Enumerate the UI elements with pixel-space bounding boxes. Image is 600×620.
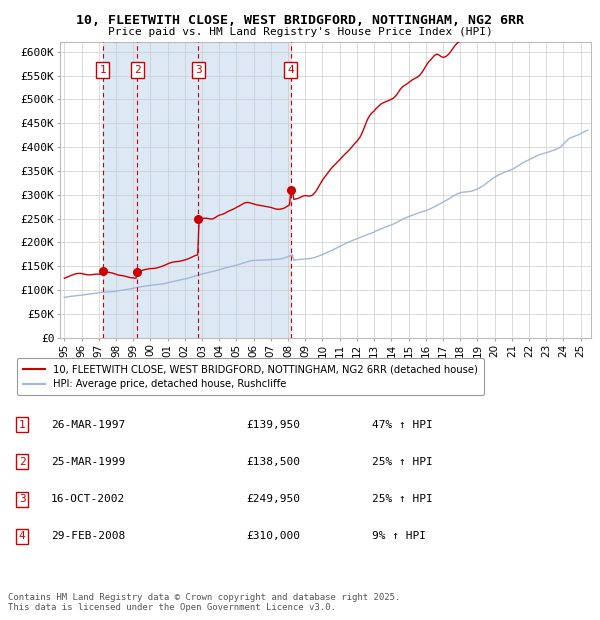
Text: £138,500: £138,500 (246, 457, 300, 467)
Text: 47% ↑ HPI: 47% ↑ HPI (372, 420, 433, 430)
Text: Price paid vs. HM Land Registry's House Price Index (HPI): Price paid vs. HM Land Registry's House … (107, 27, 493, 37)
Text: £139,950: £139,950 (246, 420, 300, 430)
Text: 25-MAR-1999: 25-MAR-1999 (51, 457, 125, 467)
Text: 16-OCT-2002: 16-OCT-2002 (51, 494, 125, 504)
Text: 3: 3 (195, 65, 202, 75)
Text: 10, FLEETWITH CLOSE, WEST BRIDGFORD, NOTTINGHAM, NG2 6RR: 10, FLEETWITH CLOSE, WEST BRIDGFORD, NOT… (76, 14, 524, 27)
Text: 4: 4 (287, 65, 294, 75)
Text: 25% ↑ HPI: 25% ↑ HPI (372, 457, 433, 467)
Bar (103, 42, 291, 338)
Text: £249,950: £249,950 (246, 494, 300, 504)
Text: 9% ↑ HPI: 9% ↑ HPI (372, 531, 426, 541)
Text: £310,000: £310,000 (246, 531, 300, 541)
Text: 2: 2 (134, 65, 140, 75)
Text: 1: 1 (100, 65, 106, 75)
Text: 3: 3 (19, 494, 26, 504)
Text: 26-MAR-1997: 26-MAR-1997 (51, 420, 125, 430)
Legend: 10, FLEETWITH CLOSE, WEST BRIDGFORD, NOTTINGHAM, NG2 6RR (detached house), HPI: : 10, FLEETWITH CLOSE, WEST BRIDGFORD, NOT… (17, 358, 484, 395)
Text: 1: 1 (19, 420, 26, 430)
Text: 29-FEB-2008: 29-FEB-2008 (51, 531, 125, 541)
Text: Contains HM Land Registry data © Crown copyright and database right 2025.
This d: Contains HM Land Registry data © Crown c… (8, 593, 400, 612)
Text: 2: 2 (19, 457, 26, 467)
Text: 4: 4 (19, 531, 26, 541)
Text: 25% ↑ HPI: 25% ↑ HPI (372, 494, 433, 504)
